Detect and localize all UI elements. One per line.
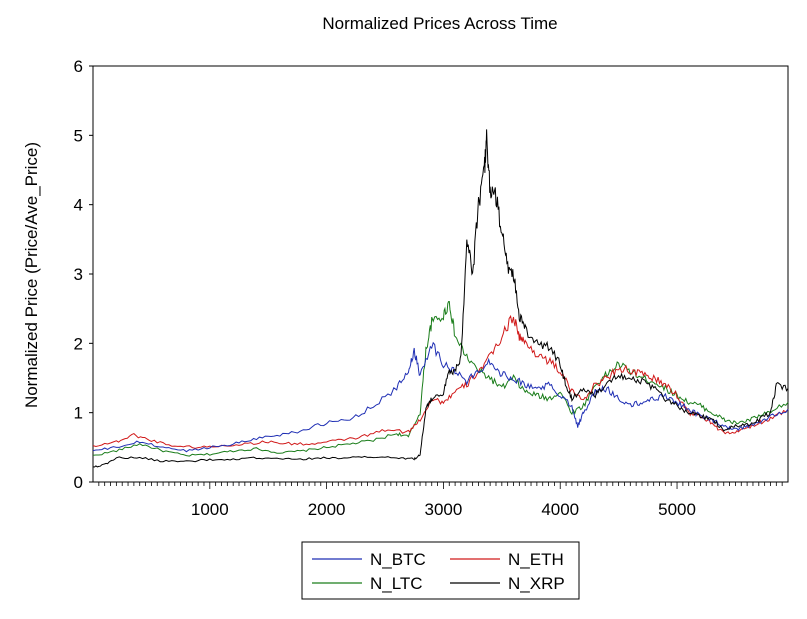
legend-label: N_LTC	[370, 574, 423, 593]
x-axis-ticks: 1000 2000 3000 4000 5000	[98, 482, 783, 519]
x-tick-label: 3000	[425, 500, 463, 519]
legend: N_BTC N_ETH N_LTC N_XRP	[312, 550, 565, 593]
y-tick-label: 2	[74, 334, 83, 353]
legend-label: N_ETH	[508, 550, 564, 569]
legend-label: N_BTC	[370, 550, 426, 569]
y-axis-ticks: 0 1 2 3 4 5 6	[74, 57, 93, 492]
series-line-n-xrp	[92, 129, 789, 468]
y-tick-label: 5	[74, 126, 83, 145]
series-line-n-btc	[92, 341, 789, 453]
plot-frame	[92, 65, 789, 483]
series-line-n-ltc	[92, 300, 789, 457]
x-tick-label: 1000	[191, 500, 229, 519]
y-tick-label: 6	[74, 57, 83, 76]
x-tick-label: 2000	[308, 500, 346, 519]
series-line-n-eth	[92, 314, 789, 449]
y-tick-label: 4	[74, 196, 83, 215]
x-tick-label: 5000	[658, 500, 696, 519]
y-tick-label: 0	[74, 473, 83, 492]
y-tick-label: 3	[74, 265, 83, 284]
y-axis-label: Normalized Price (Price/Ave_Price)	[22, 142, 41, 408]
legend-label: N_XRP	[508, 574, 565, 593]
legend-box	[301, 541, 580, 600]
x-tick-label: 4000	[541, 500, 579, 519]
y-tick-label: 1	[74, 404, 83, 423]
chart-title: Normalized Prices Across Time	[322, 14, 557, 33]
series-layer	[92, 129, 789, 468]
